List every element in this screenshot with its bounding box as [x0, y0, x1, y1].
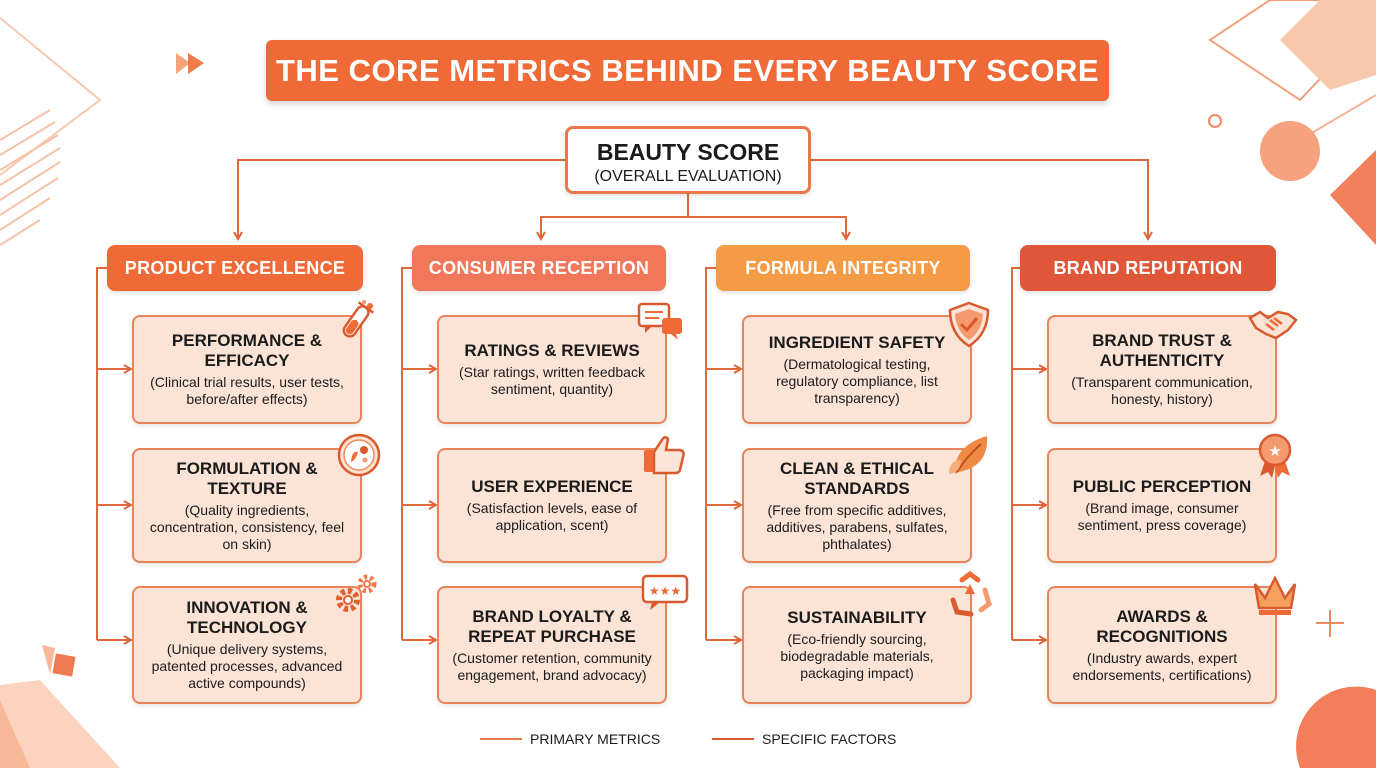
metric-description: (Dermatological testing, regulatory comp… [776, 355, 938, 406]
metric-card-awards-recognitions: AWARDS & RECOGNITIONS (Industry awards, … [1047, 586, 1277, 704]
metric-card-clean-ethical: CLEAN & ETHICAL STANDARDS (Free from spe… [742, 448, 972, 563]
category-consumer-reception: CONSUMER RECEPTION [412, 245, 666, 291]
metric-title: PUBLIC PERCEPTION [1072, 477, 1252, 496]
category-brand-reputation: BRAND REPUTATION [1020, 245, 1276, 291]
root-title: BEAUTY SCORE [596, 139, 780, 165]
metric-card-user-experience: USER EXPERIENCE (Satisfaction levels, ea… [437, 448, 667, 563]
metric-title: CLEAN & ETHICAL STANDARDS [780, 458, 934, 498]
metric-description: (Clinical trial results, user tests, bef… [150, 374, 344, 407]
metric-description: (Unique delivery systems, patented proce… [151, 641, 343, 691]
metric-title: BRAND LOYALTY & REPEAT PURCHASE [468, 606, 636, 646]
title-banner: THE CORE METRICS BEHIND EVERY BEAUTY SCO… [266, 40, 1109, 101]
chat-bubbles-icon [637, 302, 682, 340]
award-ribbon-icon: ★ [1258, 433, 1292, 478]
metric-card-ingredient-safety: INGREDIENT SAFETY (Dermatological testin… [742, 315, 972, 424]
metric-title: USER EXPERIENCE [471, 477, 633, 496]
metric-description: (Customer retention, community engagemen… [452, 649, 652, 683]
metric-description: (Quality ingredients, concentration, con… [149, 501, 345, 552]
metric-description: (Star ratings, written feedback sentimen… [459, 364, 645, 397]
metric-description: (Industry awards, expert endorsements, c… [1072, 649, 1252, 683]
legend-swatch [712, 738, 754, 740]
metric-card-innovation-technology: INNOVATION & TECHNOLOGY (Unique delivery… [132, 586, 362, 704]
crown-icon [1253, 575, 1297, 615]
category-formula-integrity: FORMULA INTEGRITY [716, 245, 970, 291]
svg-text:★★★: ★★★ [649, 584, 681, 598]
metric-title: PERFORMANCE & EFFICACY [171, 331, 323, 370]
metric-description: (Free from specific additives, additives… [766, 501, 948, 552]
metric-card-formulation-texture: FORMULATION & TEXTURE (Quality ingredien… [132, 448, 362, 563]
category-product-excellence: PRODUCT EXCELLENCE [107, 245, 363, 291]
recycle-icon [950, 570, 992, 617]
metric-card-brand-loyalty: BRAND LOYALTY & REPEAT PURCHASE (Custome… [437, 586, 667, 704]
metric-card-sustainability: SUSTAINABILITY (Eco-friendly sourcing, b… [742, 586, 972, 704]
metric-description: (Eco-friendly sourcing, biodegradable ma… [780, 631, 934, 681]
metric-card-ratings-reviews: RATINGS & REVIEWS (Star ratings, written… [437, 315, 667, 424]
metric-card-performance-efficacy: PERFORMANCE & EFFICACY (Clinical trial r… [132, 315, 362, 424]
metric-description: (Brand image, consumer sentiment, press … [1077, 500, 1247, 533]
category-label: FORMULA INTEGRITY [745, 257, 941, 278]
root-node-beauty-score: BEAUTY SCORE (OVERALL EVALUATION) [565, 126, 811, 194]
metric-title: RATINGS & REVIEWS [464, 341, 640, 360]
legend-primary-metrics: PRIMARY METRICS [480, 731, 660, 747]
legend-label: SPECIFIC FACTORS [762, 731, 897, 747]
gears-icon [336, 574, 377, 612]
handshake-icon [1248, 310, 1298, 340]
metric-title: INGREDIENT SAFETY [768, 332, 946, 352]
thumbs-up-icon [644, 436, 685, 475]
legend-label: PRIMARY METRICS [530, 731, 661, 747]
metric-title: INNOVATION & TECHNOLOGY [186, 598, 308, 637]
category-label: CONSUMER RECEPTION [428, 257, 650, 278]
category-label: BRAND REPUTATION [1053, 257, 1243, 278]
svg-text:★: ★ [1268, 442, 1281, 460]
legend-specific-factors: SPECIFIC FACTORS [712, 731, 896, 747]
metric-card-public-perception: PUBLIC PERCEPTION (Brand image, consumer… [1047, 448, 1277, 563]
microscope-slide-icon [337, 433, 381, 477]
shield-check-icon [948, 301, 990, 348]
page-title: THE CORE METRICS BEHIND EVERY BEAUTY SCO… [275, 52, 1100, 88]
legend-swatch [480, 738, 522, 740]
metric-title: BRAND TRUST & AUTHENTICITY [1092, 331, 1232, 370]
root-subtitle: (OVERALL EVALUATION) [594, 168, 782, 185]
star-bubble-icon: ★★★ [641, 574, 689, 610]
metric-card-brand-trust: BRAND TRUST & AUTHENTICITY (Transparent … [1047, 315, 1277, 424]
test-tube-icon [342, 300, 374, 338]
metric-title: AWARDS & RECOGNITIONS [1096, 606, 1228, 646]
metric-description: (Satisfaction levels, ease of applicatio… [466, 500, 638, 533]
metric-description: (Transparent communication, honesty, his… [1071, 374, 1253, 407]
metric-title: FORMULATION & TEXTURE [176, 458, 318, 498]
metric-title: SUSTAINABILITY [787, 608, 927, 627]
category-label: PRODUCT EXCELLENCE [124, 257, 346, 278]
leaf-icon [949, 436, 988, 474]
